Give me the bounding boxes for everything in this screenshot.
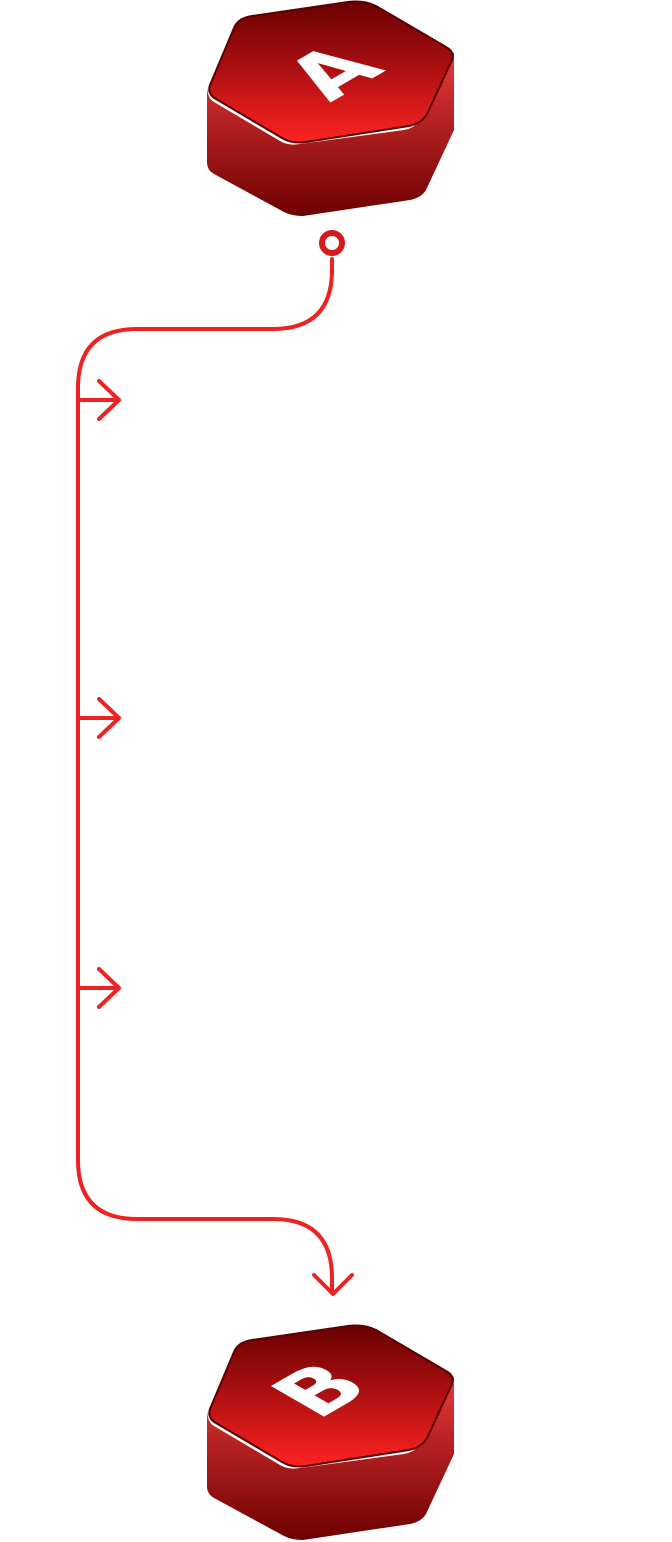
side-arrow-2 [78,697,121,739]
node-a-side [207,52,454,216]
node-a-top [208,0,454,144]
node-a[interactable]: A [207,0,454,217]
connector-line[interactable] [76,257,334,1294]
node-b-side [207,1376,454,1540]
start-circle-marker [319,230,345,256]
end-arrow-marker [312,1273,354,1296]
node-b[interactable]: B [207,1324,454,1541]
side-arrow-3 [78,967,121,1009]
node-b-top [208,1324,454,1468]
side-arrow-1 [78,379,121,421]
